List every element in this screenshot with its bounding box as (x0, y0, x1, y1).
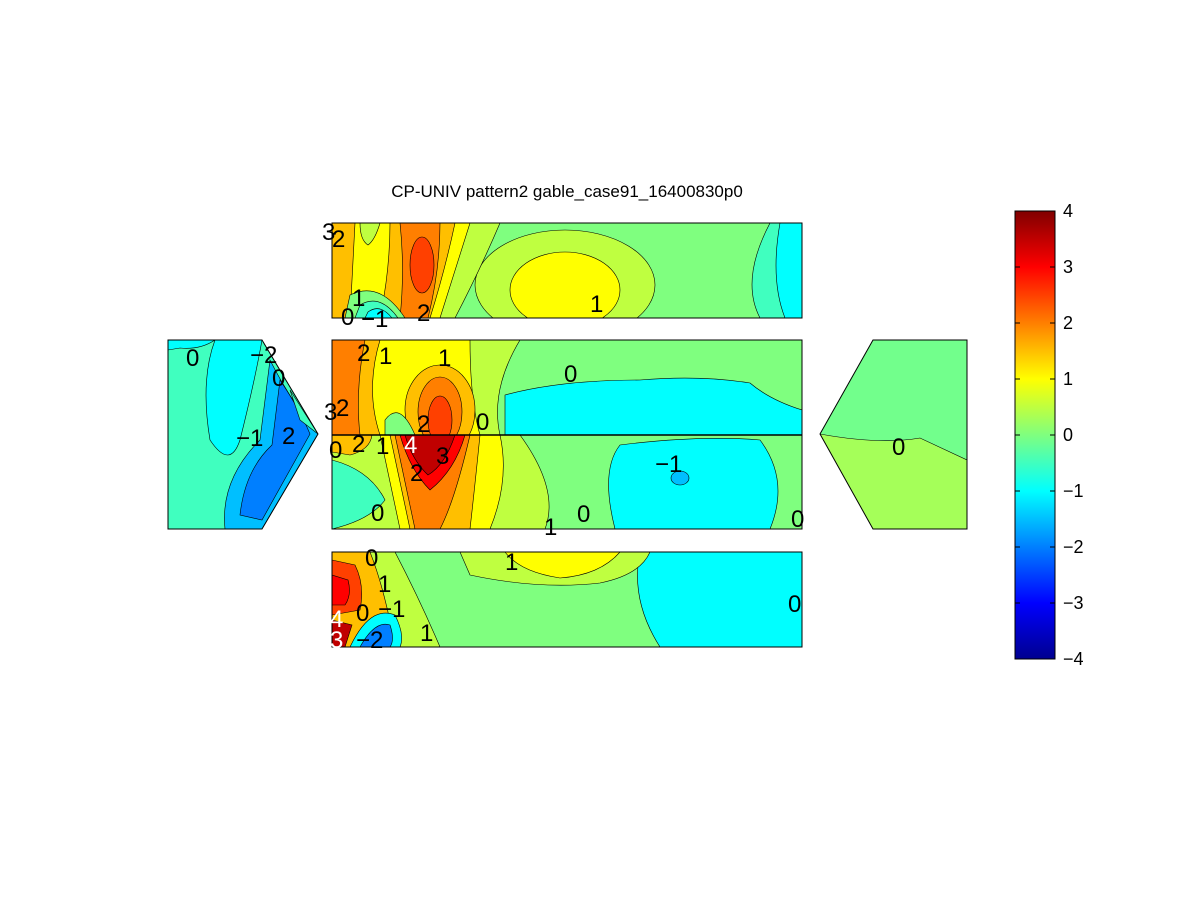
contour-band (384, 412, 416, 435)
contour-band (332, 459, 386, 529)
contour-label: 1 (379, 343, 392, 370)
contour-band (332, 223, 356, 318)
colorbar-tick-label: 1 (1063, 369, 1073, 389)
contour-label: 2 (282, 423, 295, 450)
contour-label: 1 (505, 549, 518, 576)
contour-label: 2 (417, 411, 430, 438)
contour-label: 2 (332, 226, 345, 253)
contour-band (775, 223, 802, 318)
contour-label: 0 (564, 361, 577, 388)
contour-band (205, 340, 263, 456)
contour-band (404, 435, 456, 476)
chart-title: CP-UNIV pattern2 gable_case91_16400830p0 (391, 182, 743, 201)
contour-band (637, 552, 802, 647)
panel-frame (819, 339, 968, 530)
panel-windward-roof (332, 340, 802, 435)
colorbar-tick-label: −3 (1063, 593, 1084, 613)
contour-label: 2 (357, 340, 370, 367)
contour-label: 2 (352, 431, 365, 458)
panel-frame (331, 222, 803, 319)
colorbar-tick-label: 0 (1063, 425, 1073, 445)
contour-band (332, 574, 350, 606)
contour-label: 1 (438, 345, 451, 372)
contour-label: 0 (329, 437, 342, 464)
contour-band (504, 552, 621, 579)
contour-label: 2 (336, 395, 349, 422)
colorbar-ticks: 4 3 2 1 0 −1 −2 −3 −4 (1015, 201, 1084, 669)
contour-label: 0 (788, 591, 801, 618)
contour-label: 4 (330, 606, 343, 633)
contour-label: 0 (356, 600, 369, 627)
colorbar-tick-label: −1 (1063, 481, 1084, 501)
contour-label: 0 (186, 345, 199, 372)
colorbar-tick-label: 2 (1063, 313, 1073, 333)
contour-label: 1 (376, 433, 389, 460)
contour-label: 0 (476, 409, 489, 436)
contour-label: 0 (892, 434, 905, 461)
contour-band (359, 223, 381, 246)
contour-label: 3 (324, 399, 337, 426)
contour-label: −2 (356, 627, 383, 654)
contour-band (359, 623, 393, 647)
colorbar-tick-label: −4 (1063, 649, 1084, 669)
contour-label: −1 (361, 306, 388, 333)
contour-label: −2 (250, 342, 277, 369)
colorbar-tick-label: −2 (1063, 537, 1084, 557)
contour-label: −1 (236, 425, 263, 452)
contour-label: 0 (341, 304, 354, 331)
contour-label: −1 (655, 451, 682, 478)
contour-band (670, 470, 690, 486)
contour-labels: 3 2 1 0 −1 2 1 2 1 1 0 3 2 2 0 0 2 1 4 3… (186, 219, 905, 654)
contour-band (332, 619, 353, 647)
contour-label: 1 (544, 514, 557, 541)
panel-frame (331, 551, 803, 648)
contour-label: 0 (577, 501, 590, 528)
contour-label: 0 (371, 500, 384, 527)
panel-leeward-roof (332, 435, 802, 529)
contour-band (364, 308, 393, 318)
contour-label: 1 (590, 291, 603, 318)
contour-label: 0 (791, 506, 804, 533)
contour-label: 3 (330, 627, 343, 654)
contour-label: −1 (378, 596, 405, 623)
panel-frame (167, 339, 319, 530)
contour-band (427, 395, 453, 435)
panel-bottom-face (332, 552, 802, 647)
panel-top-face (332, 223, 802, 318)
contour-band (509, 251, 621, 318)
contour-label: 0 (272, 365, 285, 392)
contour-label: 3 (322, 219, 335, 246)
contour-label: 3 (436, 443, 449, 470)
contour-label: 1 (420, 620, 433, 647)
contour-label: 0 (365, 545, 378, 572)
contour-label: 1 (378, 571, 391, 598)
contour-label: 4 (404, 432, 417, 459)
contour-band (608, 438, 779, 529)
contour-label: 2 (410, 460, 423, 487)
colorbar-tick-label: 3 (1063, 257, 1073, 277)
contour-band (504, 377, 802, 435)
colorbar-gradient (1014, 210, 1056, 660)
colorbar-tick-label: 4 (1063, 201, 1073, 221)
contour-label: 1 (352, 285, 365, 312)
contour-band (409, 236, 435, 294)
colorbar: 4 3 2 1 0 −1 −2 −3 −4 (1014, 201, 1084, 669)
contour-label: 2 (417, 300, 430, 327)
